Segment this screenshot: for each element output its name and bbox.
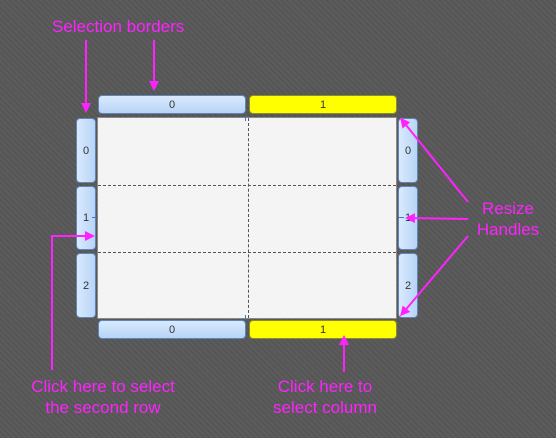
row-divider-2 (98, 252, 396, 253)
column-header-bottom-1[interactable]: 1 (249, 320, 397, 339)
arrow-resize-middle (405, 213, 469, 224)
column-header-top-0[interactable]: 0 (98, 95, 246, 114)
arrow-resize-top (400, 117, 469, 203)
column-header-top-1[interactable]: 1 (249, 95, 397, 114)
annotation-resize-line2: Handles (476, 220, 540, 239)
annotation-select-row-line2: the second row (45, 398, 161, 417)
row-header-left-0[interactable]: 0 (76, 118, 96, 183)
resize-handle-bottom[interactable] (245, 315, 246, 320)
column-divider (248, 118, 249, 318)
row-header-left-2[interactable]: 2 (76, 253, 96, 318)
annotation-resize-handles: Resize Handles (468, 198, 548, 240)
annotation-select-row: Click here to select the second row (8, 376, 198, 418)
annotation-selection-borders: Selection borders (52, 17, 185, 36)
column-header-bottom-0[interactable]: 0 (98, 320, 246, 339)
arrow-resize-bottom (400, 235, 469, 317)
annotation-select-col-line2: select column (273, 398, 377, 417)
annotation-select-col-line1: Click here to (277, 377, 373, 396)
annotation-resize-line1: Resize (482, 199, 534, 218)
resize-handle-left[interactable] (92, 217, 98, 218)
annotation-select-row-line1: Click here to select (31, 377, 175, 396)
grid-area[interactable] (97, 117, 397, 319)
resize-handle-right[interactable] (398, 217, 404, 218)
resize-handle-top[interactable] (245, 116, 246, 121)
row-divider-1 (98, 185, 396, 186)
arrow-select-row (51, 231, 95, 370)
annotation-select-column: Click here to select column (258, 376, 392, 418)
